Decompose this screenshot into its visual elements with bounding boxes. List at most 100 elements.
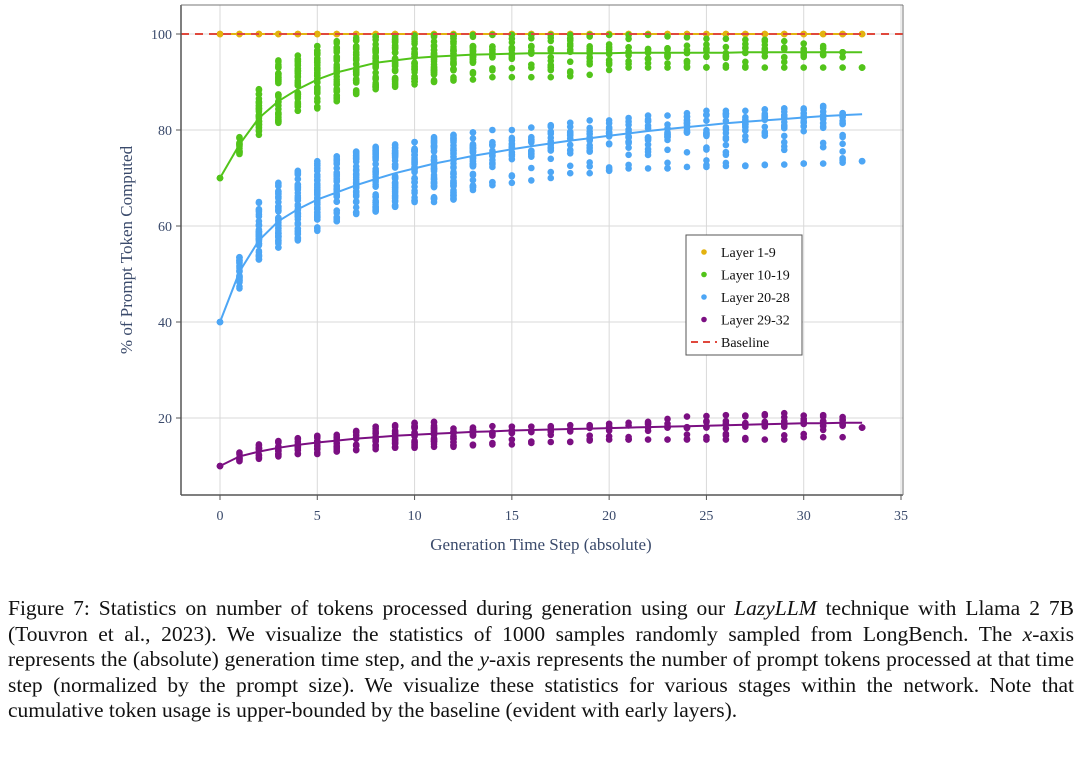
- data-point: [858, 64, 866, 71]
- data-point: [508, 73, 516, 81]
- data-point: [703, 111, 710, 119]
- y-tick-label: 80: [158, 124, 172, 139]
- data-point: [391, 184, 399, 191]
- data-point: [294, 60, 302, 68]
- data-point: [255, 227, 263, 235]
- data-point: [780, 161, 788, 168]
- data-point: [352, 428, 360, 436]
- data-point: [780, 123, 788, 130]
- data-point: [430, 33, 438, 41]
- data-point: [489, 178, 496, 186]
- data-point: [800, 127, 808, 135]
- legend-label: Layer 29-32: [721, 314, 790, 329]
- data-point: [352, 198, 360, 206]
- data-point: [430, 180, 438, 187]
- legend-marker: [701, 271, 707, 278]
- data-point: [333, 444, 341, 452]
- data-point: [800, 40, 808, 47]
- data-point: [605, 43, 613, 51]
- data-point: [547, 53, 555, 61]
- data-point: [664, 420, 671, 428]
- fit-line: [219, 421, 863, 467]
- data-point: [742, 127, 749, 135]
- data-point: [566, 149, 574, 157]
- legend: Layer 1-9 Layer 10-19 Layer 20-28 Layer 29-…: [685, 234, 803, 356]
- data-point: [430, 167, 438, 175]
- data-point: [703, 157, 710, 164]
- data-point: [605, 125, 613, 133]
- data-point: [742, 434, 749, 442]
- data-point: [605, 66, 613, 74]
- data-point: [352, 209, 360, 216]
- data-point: [586, 43, 593, 50]
- data-point: [489, 73, 496, 81]
- data-point: [450, 142, 457, 149]
- data-point: [313, 173, 321, 181]
- data-point: [450, 182, 457, 190]
- data-point: [566, 37, 574, 44]
- data-point: [352, 191, 360, 199]
- data-point: [411, 147, 418, 155]
- data-point: [450, 435, 457, 442]
- data-point: [489, 439, 496, 447]
- data-point: [236, 256, 243, 264]
- data-point: [313, 162, 321, 169]
- data-point: [255, 208, 263, 216]
- data-point: [469, 163, 477, 170]
- data-point: [644, 134, 652, 141]
- data-point: [391, 198, 399, 205]
- data-point: [605, 119, 613, 127]
- data-point: [333, 185, 341, 193]
- data-point: [722, 159, 730, 167]
- data-point: [294, 82, 302, 89]
- data-point: [508, 436, 516, 443]
- data-point: [664, 164, 671, 172]
- data-point: [352, 89, 360, 97]
- data-point: [391, 49, 399, 56]
- data-point: [255, 249, 263, 256]
- data-point: [683, 119, 691, 127]
- data-point: [333, 85, 341, 93]
- data-point: [275, 188, 282, 195]
- data-point: [391, 33, 399, 41]
- data-point: [703, 53, 710, 61]
- data-point: [469, 129, 477, 136]
- data-point: [313, 216, 321, 223]
- chart: 0 5 10 15 20 25 30 35 20 40 60 80 100 Generation Tim…: [117, 4, 908, 554]
- data-point: [313, 167, 321, 174]
- data-point: [586, 147, 593, 154]
- data-point: [547, 134, 555, 142]
- caption-prefix: Figure 7: Statistics on number of tokens…: [8, 596, 735, 620]
- data-point: [372, 33, 379, 41]
- data-point: [703, 45, 710, 53]
- data-point: [605, 432, 613, 440]
- data-point: [469, 432, 477, 439]
- data-point: [411, 75, 418, 83]
- data-point: [294, 175, 302, 183]
- legend-label: Layer 20-28: [721, 291, 790, 306]
- fit-line: [219, 113, 863, 323]
- x-tick-label: 25: [699, 509, 713, 524]
- data-point: [780, 37, 788, 45]
- data-point: [411, 138, 418, 146]
- data-point: [683, 128, 691, 136]
- data-point: [625, 44, 632, 51]
- data-point: [372, 54, 379, 62]
- x-tick-label: 0: [217, 509, 224, 524]
- data-point: [391, 161, 399, 168]
- data-point: [547, 63, 555, 71]
- data-point: [469, 44, 477, 52]
- data-point: [742, 63, 749, 70]
- data-point: [469, 33, 477, 41]
- data-point: [333, 81, 341, 88]
- data-point: [664, 44, 671, 52]
- axis-ticks: 0 5 10 15 20 25 30 35 20 40 60 80 100: [151, 28, 908, 524]
- data-point: [800, 160, 808, 167]
- data-point: [761, 128, 769, 136]
- data-point: [722, 411, 730, 419]
- data-point: [275, 117, 282, 125]
- legend-marker: [701, 249, 707, 255]
- data-point: [236, 148, 243, 155]
- x-tick-label: 15: [505, 509, 519, 524]
- data-point: [313, 67, 321, 74]
